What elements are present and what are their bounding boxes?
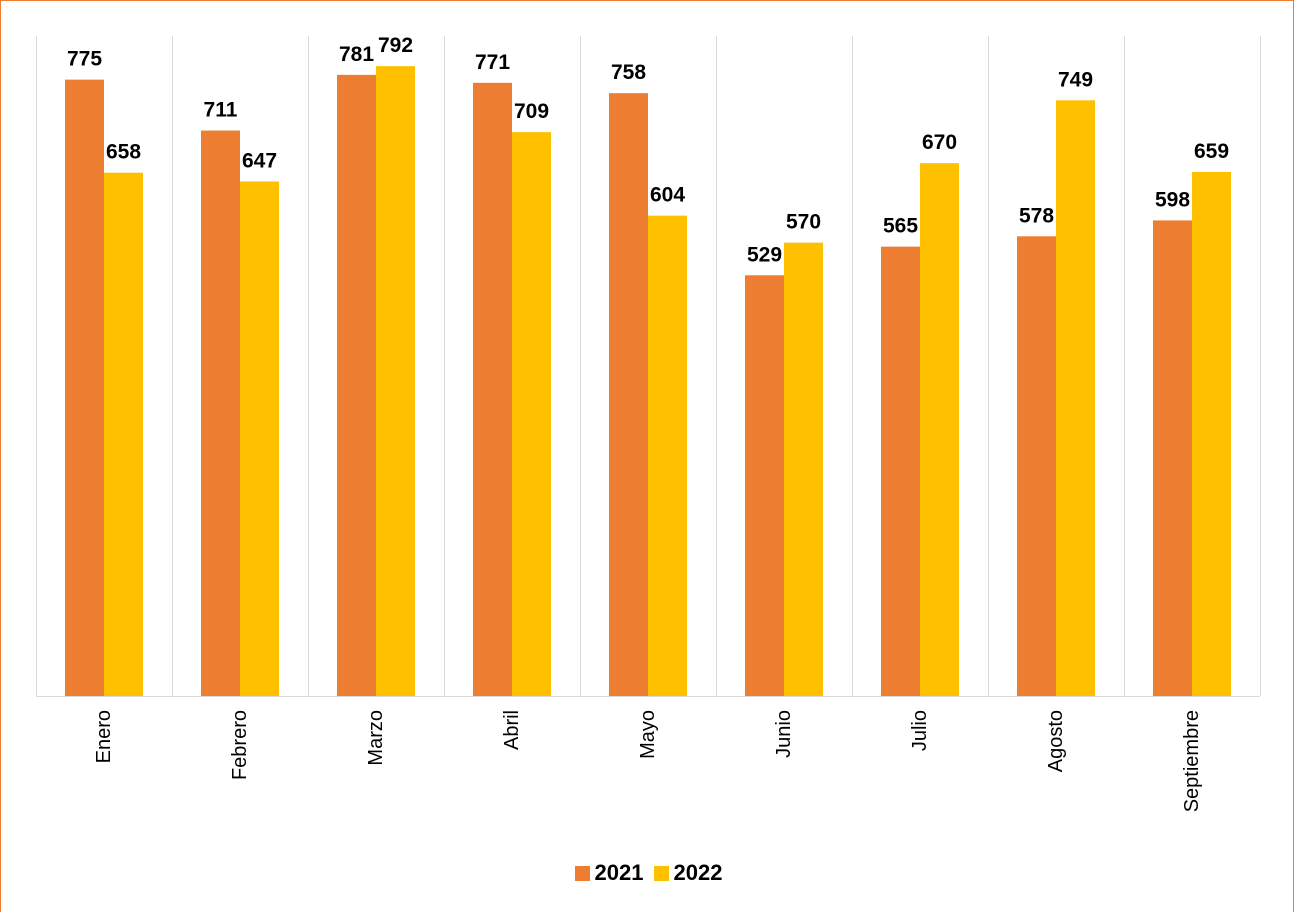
data-label-2022: 604 [650, 184, 685, 207]
bar-2022 [784, 242, 823, 696]
data-label-2022: 670 [922, 131, 957, 154]
data-label-2021: 565 [883, 215, 918, 238]
bar-2021 [65, 79, 104, 697]
data-label-2021: 758 [611, 61, 646, 84]
bar-2021 [609, 93, 648, 697]
legend-item-2022: 2022 [653, 860, 723, 886]
category-label: Mayo [637, 710, 659, 759]
data-label-2022: 792 [378, 34, 413, 57]
bar-2022 [104, 172, 143, 696]
bar-2021 [881, 246, 920, 697]
legend-swatch-2021 [574, 865, 590, 881]
data-label-2021: 529 [747, 243, 782, 266]
bar-2022 [240, 181, 279, 696]
category-label: Julio [909, 710, 931, 751]
bar-2021 [473, 82, 512, 696]
data-label-2021: 711 [204, 99, 238, 122]
data-label-2021: 578 [1019, 204, 1054, 227]
bar-2021 [1017, 236, 1056, 696]
data-label-2022: 659 [1194, 140, 1229, 163]
bar-2022 [1056, 100, 1095, 696]
data-label-2022: 658 [106, 141, 141, 164]
data-label-2021: 775 [67, 48, 102, 71]
category-label: Septiembre [1181, 710, 1203, 812]
legend-label-2021: 2021 [594, 860, 644, 885]
data-label-2021: 598 [1155, 188, 1190, 211]
data-label-2022: 570 [786, 211, 821, 234]
legend-swatch-2022 [653, 865, 669, 881]
data-label-2022: 709 [514, 100, 549, 123]
bar-2021 [745, 275, 784, 696]
data-label-2021: 771 [475, 51, 510, 74]
bar-2022 [512, 132, 551, 696]
category-label: Enero [93, 710, 115, 763]
bar-2022 [648, 215, 687, 697]
legend-item-2021: 2021 [574, 860, 644, 886]
data-label-2022: 647 [242, 149, 277, 172]
legend-label-2022: 2022 [673, 860, 723, 885]
category-label: Junio [773, 710, 795, 758]
category-label: Febrero [229, 710, 251, 780]
category-label: Agosto [1045, 710, 1067, 772]
legend: 2021 2022 [0, 860, 1297, 886]
category-label: Abril [501, 710, 523, 750]
bar-2021 [1153, 220, 1192, 696]
bar-2022 [920, 163, 959, 696]
bar-2021 [337, 74, 376, 696]
bar-2021 [201, 130, 240, 696]
bar-2022 [1192, 171, 1231, 696]
data-label-2021: 781 [339, 43, 374, 66]
category-label: Marzo [365, 710, 387, 766]
bar-2022 [376, 66, 415, 696]
data-label-2022: 749 [1058, 68, 1093, 91]
